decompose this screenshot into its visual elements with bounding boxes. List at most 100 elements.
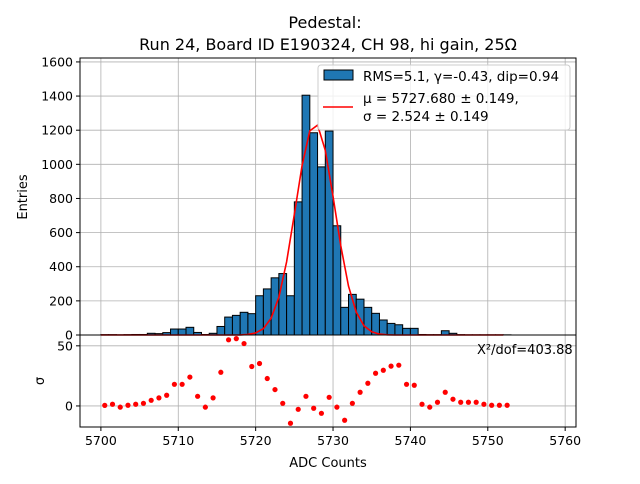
residual-y-tick-label: 0 <box>65 398 73 413</box>
histogram-bar <box>178 329 186 335</box>
residual-point <box>195 394 200 399</box>
x-tick-label: 5740 <box>395 433 427 448</box>
y-tick-label: 200 <box>49 293 73 308</box>
residual-point <box>226 337 231 342</box>
residual-point <box>288 421 293 426</box>
histogram-bar <box>310 133 318 335</box>
residual-point <box>458 400 463 405</box>
y-tick-label: 600 <box>49 225 73 240</box>
residual-point <box>249 364 254 369</box>
residual-point <box>396 363 401 368</box>
residual-point <box>303 394 308 399</box>
histogram-bar <box>356 299 364 335</box>
residual-point <box>365 381 370 386</box>
residual-point <box>280 401 285 406</box>
histogram-bar <box>302 95 310 335</box>
residual-y-tick-label: 50 <box>57 338 73 353</box>
histogram-bar <box>171 329 179 335</box>
residual-point <box>102 403 107 408</box>
y-axis-label: Entries <box>16 174 31 220</box>
histogram-bar <box>248 314 256 335</box>
residual-point <box>257 361 262 366</box>
histogram-bar <box>318 167 326 335</box>
residual-point <box>319 411 324 416</box>
x-tick-label: 5720 <box>240 433 272 448</box>
residual-point <box>156 395 161 400</box>
residual-point <box>481 402 486 407</box>
histogram-bar <box>410 328 418 335</box>
residual-point <box>489 403 494 408</box>
residual-point <box>125 403 130 408</box>
residual-point <box>180 382 185 387</box>
residual-point <box>450 397 455 402</box>
legend-fit-label-line1: μ = 5727.680 ± 0.149, <box>363 91 519 107</box>
residual-point <box>265 376 270 381</box>
residual-point <box>404 382 409 387</box>
y-tick-label: 1200 <box>41 123 73 138</box>
x-tick-label: 5750 <box>472 433 504 448</box>
residual-point <box>164 393 169 398</box>
residual-point <box>466 400 471 405</box>
residual-point <box>110 402 115 407</box>
residual-point <box>149 398 154 403</box>
residual-point <box>241 341 246 346</box>
residual-point <box>474 400 479 405</box>
y-tick-label: 1000 <box>41 157 73 172</box>
residual-point <box>373 371 378 376</box>
residual-point <box>427 405 432 410</box>
residual-point <box>388 364 393 369</box>
legend-hist-label: RMS=5.1, γ=-0.43, dip=0.94 <box>363 69 559 85</box>
legend: RMS=5.1, γ=-0.43, dip=0.94 μ = 5727.680 … <box>318 65 570 130</box>
residual-y-ticks: 0 50 <box>57 338 80 413</box>
residual-point <box>118 405 123 410</box>
residual-point <box>505 403 510 408</box>
residual-point <box>172 382 177 387</box>
histogram-bar <box>217 326 225 335</box>
residual-point <box>381 368 386 373</box>
residual-point <box>296 407 301 412</box>
residual-point <box>311 406 316 411</box>
y-tick-label: 800 <box>49 191 73 206</box>
residual-point <box>187 374 192 379</box>
x-ticks: 5700 5710 5720 5730 5740 5750 5760 <box>85 427 581 448</box>
histogram-bar <box>294 202 302 335</box>
residual-points <box>102 336 510 426</box>
residual-y-axis-label: σ <box>33 377 48 385</box>
x-tick-label: 5760 <box>549 433 581 448</box>
histogram-bar <box>240 312 248 335</box>
chi2-annotation: X²/dof=403.88 <box>477 343 573 358</box>
histogram-bar <box>232 315 240 335</box>
residual-point <box>443 390 448 395</box>
chart-title: Pedestal: <box>288 13 361 32</box>
histogram-bar <box>379 320 387 335</box>
residual-point <box>272 387 277 392</box>
x-axis-label: ADC Counts <box>289 456 367 471</box>
histogram-bars <box>101 95 511 335</box>
x-tick-label: 5700 <box>85 433 117 448</box>
histogram-bar <box>387 323 395 335</box>
residual-point <box>218 370 223 375</box>
residual-point <box>497 403 502 408</box>
residual-point <box>412 383 417 388</box>
chart-subtitle: Run 24, Board ID E190324, CH 98, hi gain… <box>139 35 517 54</box>
residual-point <box>419 402 424 407</box>
residual-point <box>210 395 215 400</box>
histogram-bar <box>341 307 349 335</box>
y-tick-label: 1400 <box>41 89 73 104</box>
residual-point <box>327 395 332 400</box>
residual-point <box>234 336 239 341</box>
residual-point <box>358 390 363 395</box>
histogram-bar <box>403 328 411 335</box>
histogram-bar <box>287 296 295 335</box>
x-tick-label: 5730 <box>317 433 349 448</box>
histogram-bar <box>225 317 233 335</box>
y-tick-label: 1600 <box>41 54 73 69</box>
legend-hist-swatch <box>324 70 353 80</box>
residual-point <box>203 405 208 410</box>
histogram-bar <box>395 325 403 335</box>
x-tick-label: 5710 <box>162 433 194 448</box>
residual-point <box>350 401 355 406</box>
residual-point <box>141 401 146 406</box>
